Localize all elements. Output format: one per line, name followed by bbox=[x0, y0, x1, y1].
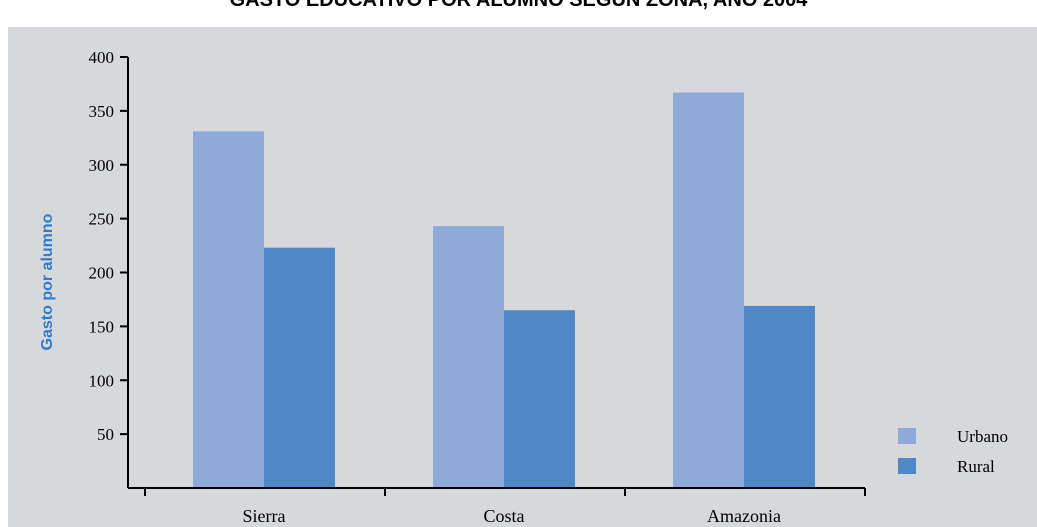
legend-label: Urbano bbox=[957, 427, 1008, 446]
chart-title: GASTO EDUCATIVO POR ALUMNO SEGÚN ZONA, A… bbox=[229, 0, 808, 11]
legend-label: Rural bbox=[957, 457, 995, 476]
y-tick-label: 250 bbox=[89, 210, 115, 229]
x-tick-label: Costa bbox=[483, 506, 524, 526]
y-tick-label: 200 bbox=[89, 264, 115, 283]
bar-rural-amazonia bbox=[744, 305, 815, 488]
bar-rural-costa bbox=[504, 310, 575, 488]
y-tick-label: 350 bbox=[89, 102, 115, 121]
y-tick-label: 100 bbox=[89, 371, 115, 390]
x-tick-label: Sierra bbox=[243, 506, 286, 526]
y-tick-label: 150 bbox=[89, 317, 115, 336]
legend-swatch bbox=[898, 428, 916, 444]
legend: Urbano Rural bbox=[898, 427, 1008, 476]
x-axis-ticks: Sierra Costa Amazonia bbox=[144, 488, 866, 526]
y-tick-label: 50 bbox=[97, 425, 114, 444]
bar-rural-sierra bbox=[264, 247, 335, 488]
y-axis-ticks: 50 100 150 200 250 300 350 400 bbox=[89, 48, 128, 444]
legend-swatch bbox=[898, 458, 916, 474]
y-tick-label: 400 bbox=[89, 48, 115, 67]
chart-marks bbox=[193, 92, 815, 489]
bar-urbano-amazonia bbox=[673, 92, 744, 489]
bar-urbano-costa bbox=[433, 226, 504, 489]
x-tick-label: Amazonia bbox=[707, 506, 781, 526]
bar-urbano-sierra bbox=[193, 131, 264, 488]
y-tick-label: 300 bbox=[89, 156, 115, 175]
y-axis-label: Gasto por alumno bbox=[39, 213, 56, 350]
